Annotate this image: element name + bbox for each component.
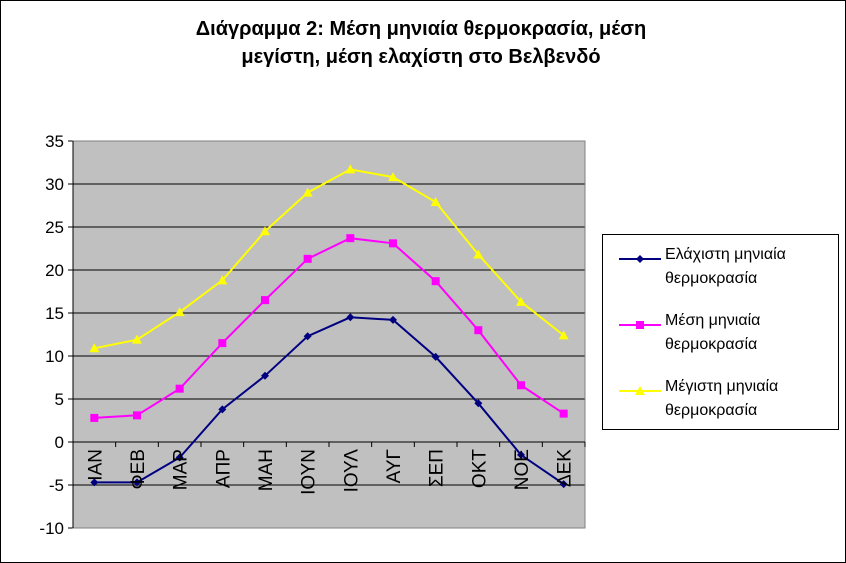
data-point-2-4	[260, 226, 270, 236]
legend-marker-mean	[619, 321, 661, 329]
legend-marker-min	[619, 255, 661, 263]
data-point-0-0	[90, 478, 99, 487]
series-line-1	[94, 237, 565, 419]
y-tick-label: 30	[45, 175, 64, 194]
x-tick-label: ΙΟΥΛ	[341, 449, 362, 493]
data-point-0-6	[346, 313, 355, 322]
x-tick-label: ΙΑΝ	[85, 449, 106, 481]
chart-title: Διάγραμμα 2: Μέση μηνιαία θερμοκρασία, μ…	[61, 15, 781, 71]
legend-marker-max	[619, 386, 661, 395]
data-point-0-9	[474, 399, 483, 408]
x-tick-label: ΟΚΤ	[469, 449, 490, 488]
data-point-1-2	[175, 384, 184, 393]
x-tick-label: ΣΕΠ	[427, 449, 448, 487]
x-tick-label: ΝΟΕ	[512, 449, 533, 490]
x-tick-label: ΜΑΡ	[171, 449, 192, 490]
y-tick-label: 10	[45, 347, 64, 366]
data-point-0-4	[261, 371, 269, 380]
y-tick-label: -10	[39, 519, 64, 538]
y-tick-label: 5	[55, 390, 64, 409]
data-point-0-3	[218, 405, 227, 414]
data-point-2-0	[89, 343, 100, 353]
data-point-1-6	[346, 234, 355, 243]
data-point-1-5	[303, 254, 312, 263]
y-tick-label: 20	[45, 261, 64, 280]
data-point-1-11	[559, 409, 568, 418]
data-point-2-11	[558, 330, 569, 340]
data-point-0-7	[389, 315, 397, 324]
x-tick-label: ΔΕΚ	[555, 449, 576, 487]
data-point-1-7	[389, 239, 397, 248]
data-point-1-10	[517, 381, 525, 390]
y-tick-label: 25	[45, 218, 64, 237]
data-point-2-3	[217, 275, 228, 285]
data-point-2-6	[345, 164, 356, 174]
y-tick-label: -5	[49, 476, 64, 495]
y-tick-label: 0	[55, 433, 64, 452]
data-point-0-11	[559, 480, 568, 489]
data-point-2-7	[388, 172, 398, 182]
data-point-2-5	[302, 187, 313, 197]
data-point-0-10	[517, 450, 525, 459]
legend-label-mean-line-2: θερμοκρασία	[665, 336, 758, 353]
series-line-2	[94, 168, 565, 350]
x-tick-label: ΑΠΡ	[213, 449, 234, 488]
legend-label-max-line-2: θερμοκρασία	[665, 402, 758, 419]
data-point-2-8	[430, 197, 441, 207]
x-tick-label: ΦΕΒ	[128, 449, 149, 490]
y-tick-label: 15	[45, 304, 64, 323]
data-point-2-1	[132, 334, 142, 344]
plot-area	[73, 141, 585, 528]
legend-label-min-line-1: Ελάχιστη μηνιαία	[665, 246, 786, 263]
legend: Ελάχιστη μηνιαία θερμοκρασία Μέση μηνιαί…	[602, 234, 839, 430]
y-tick-label: 35	[45, 132, 64, 151]
x-tick-label: ΙΟΥΝ	[299, 449, 320, 495]
data-point-1-4	[261, 296, 269, 305]
data-point-2-2	[174, 307, 185, 317]
legend-label-mean-line-1: Μέση μηνιαία	[665, 312, 761, 329]
data-point-0-1	[133, 478, 141, 487]
data-point-1-0	[90, 413, 99, 422]
data-point-0-5	[303, 332, 312, 341]
data-point-1-8	[431, 277, 440, 286]
legend-label-max-line-1: Μέγιστη μηνιαία	[665, 378, 779, 395]
x-tick-label: ΑΥΓ	[384, 449, 405, 483]
legend-label-min-line-2: θερμοκρασία	[665, 270, 758, 287]
chart-title-line-2: μεγίστη, μέση ελαχίστη στο Βελβενδό	[241, 46, 601, 68]
data-point-1-3	[218, 339, 227, 348]
data-point-2-10	[516, 296, 526, 306]
x-tick-label: ΜΑΗ	[256, 449, 277, 491]
data-point-1-9	[474, 326, 483, 335]
data-point-2-9	[473, 249, 484, 259]
series-line-0	[94, 316, 565, 485]
chart-title-line-1: Διάγραμμα 2: Μέση μηνιαία θερμοκρασία, μ…	[195, 18, 647, 40]
data-point-1-1	[133, 411, 141, 420]
data-point-0-2	[175, 453, 184, 462]
data-point-0-8	[431, 352, 440, 361]
